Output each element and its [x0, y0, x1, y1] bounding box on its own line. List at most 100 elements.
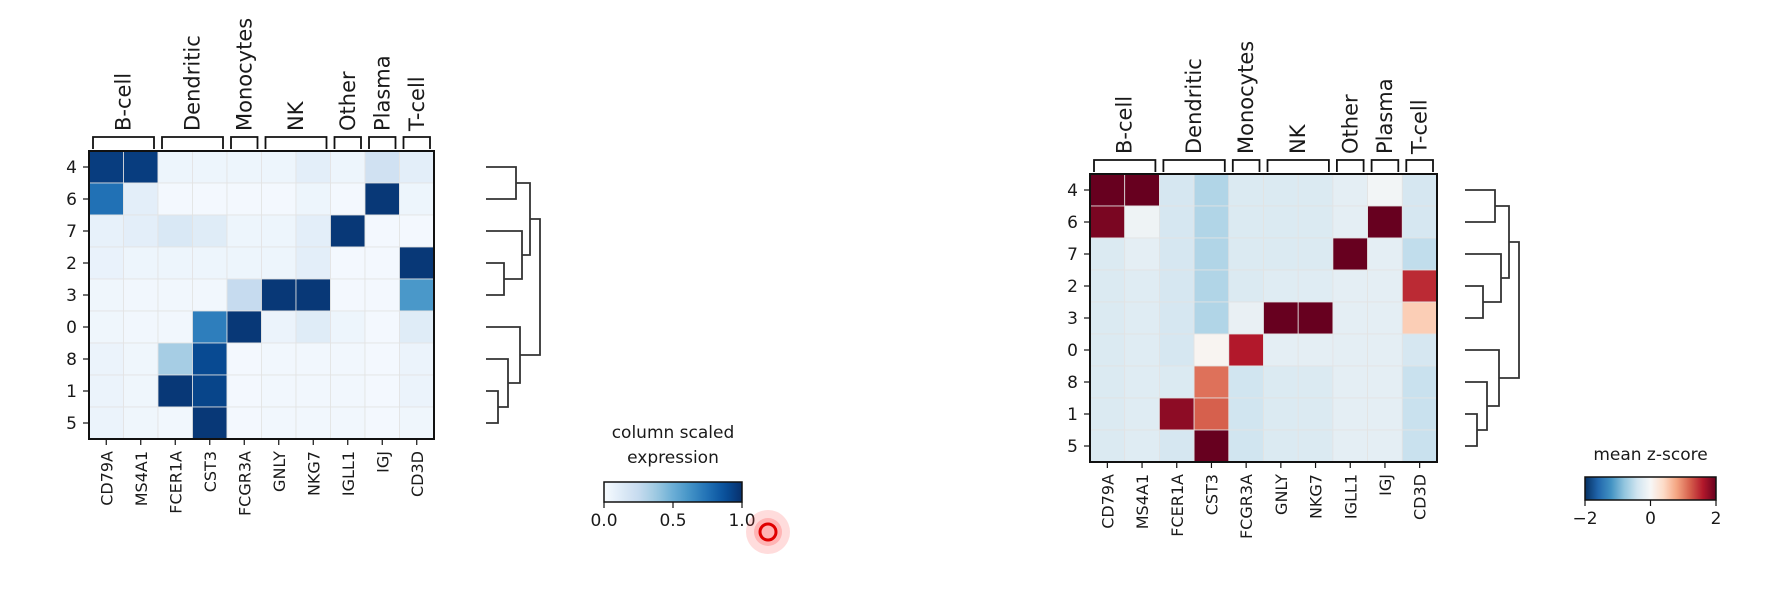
heatmap-cell: [364, 278, 400, 312]
heatmap-cell: [1193, 301, 1230, 335]
heatmap-cell: [88, 374, 124, 408]
column-label: FCGR3A: [1237, 474, 1256, 539]
row-label: 8: [1067, 373, 1078, 393]
colorbar-label: mean z-score: [1593, 445, 1707, 465]
heatmap-cell: [1367, 301, 1403, 335]
heatmap-cell: [330, 310, 366, 344]
heatmap-cell: [1124, 429, 1160, 463]
column-label: FCER1A: [1168, 474, 1187, 537]
row-label: 7: [66, 222, 77, 242]
heatmap-cell: [261, 246, 297, 280]
heatmap-cell: [1193, 429, 1230, 463]
heatmap-cell: [226, 214, 262, 248]
group-label: B-cell: [1113, 96, 1137, 154]
group-bracket: [264, 136, 328, 149]
row-label: 0: [66, 318, 77, 338]
heatmap-cell: [399, 214, 435, 248]
heatmap-cell: [1263, 429, 1299, 463]
column-label: MS4A1: [1133, 474, 1152, 529]
group-bracket: [161, 136, 224, 149]
heatmap-cell: [1193, 269, 1230, 303]
heatmap-cell: [295, 278, 331, 312]
group-bracket: [92, 136, 155, 149]
dendrogram: [1465, 189, 1520, 447]
heatmap-cell: [1228, 173, 1264, 207]
heatmap-cell: [1263, 301, 1299, 335]
heatmap-cell: [88, 182, 124, 216]
heatmap-cell: [1124, 301, 1160, 335]
colorbar-label: column scaled: [612, 423, 735, 443]
dendrogram: [486, 166, 541, 424]
heatmap-cell: [1401, 173, 1438, 207]
heatmap-cell: [1228, 429, 1264, 463]
heatmap-cell: [1089, 237, 1126, 271]
heatmap-cell: [226, 406, 262, 440]
heatmap-cell: [1159, 429, 1195, 463]
group-bracket: [402, 136, 431, 149]
heatmap-cell: [192, 342, 228, 376]
row-label: 4: [66, 158, 77, 178]
heatmap-cell: [1228, 333, 1264, 367]
heatmap-cell: [364, 374, 400, 408]
heatmap-cell: [123, 310, 159, 344]
heatmap-cell: [1297, 269, 1334, 303]
heatmap-cell: [1297, 429, 1334, 463]
heatmap-cell: [192, 246, 228, 280]
group-label: NK: [1286, 123, 1310, 154]
heatmap-cell: [123, 214, 159, 248]
heatmap-cell: [88, 150, 124, 184]
heatmap-cell: [123, 150, 159, 184]
group-label: Plasma: [1373, 78, 1397, 154]
group-label: B-cell: [112, 73, 136, 131]
heatmap-cell: [1332, 365, 1369, 399]
heatmap-cell: [399, 342, 435, 376]
group-label: Other: [1338, 94, 1362, 154]
colorbar-label: expression: [627, 448, 719, 468]
heatmap-cell: [1159, 237, 1195, 271]
heatmap-cell: [1228, 397, 1264, 431]
heatmap-cell: [157, 246, 193, 280]
heatmap-cell: [226, 342, 262, 376]
heatmap-cell: [295, 342, 331, 376]
heatmap-cell: [88, 246, 124, 280]
heatmap-cell: [1193, 173, 1230, 207]
heatmap-cell: [1263, 269, 1299, 303]
row-label: 5: [1067, 437, 1078, 457]
group-bracket: [1231, 159, 1261, 172]
heatmap-cell: [88, 214, 124, 248]
heatmap-cell: [364, 246, 400, 280]
heatmap-cell: [1124, 269, 1160, 303]
heatmap-cell: [1332, 333, 1369, 367]
heatmap-cell: [1297, 397, 1334, 431]
heatmap-cell: [1367, 237, 1403, 271]
heatmap-cell: [1089, 397, 1126, 431]
column-label: CST3: [1202, 474, 1221, 515]
heatmap-cell: [1367, 333, 1403, 367]
colorbar: [1584, 476, 1717, 501]
group-label: Plasma: [370, 55, 394, 131]
heatmap-cell: [1332, 301, 1369, 335]
heatmap-cell: [1228, 205, 1264, 239]
heatmap-cell: [295, 246, 331, 280]
heatmap-cell: [123, 182, 159, 216]
heatmap-cell: [330, 342, 366, 376]
heatmap-cell: [123, 278, 159, 312]
heatmap-cell: [295, 374, 331, 408]
heatmap-cell: [1367, 205, 1403, 239]
heatmap-cell: [192, 310, 228, 344]
heatmap-cell: [1401, 365, 1438, 399]
heatmap-cell: [1159, 397, 1195, 431]
heatmap-cell: [1297, 237, 1334, 271]
heatmap-cell: [123, 374, 159, 408]
column-label: FCER1A: [166, 451, 185, 514]
heatmap-cell: [295, 214, 331, 248]
row-label: 6: [1067, 213, 1078, 233]
heatmap-cell: [1263, 365, 1299, 399]
group-bracket: [333, 136, 362, 149]
heatmap-cell: [1159, 205, 1195, 239]
heatmap-cell: [226, 150, 262, 184]
heatmap-cell: [364, 182, 400, 216]
column-label: IGJ: [373, 451, 392, 473]
group-bracket: [368, 136, 397, 149]
heatmap-cell: [1193, 397, 1230, 431]
